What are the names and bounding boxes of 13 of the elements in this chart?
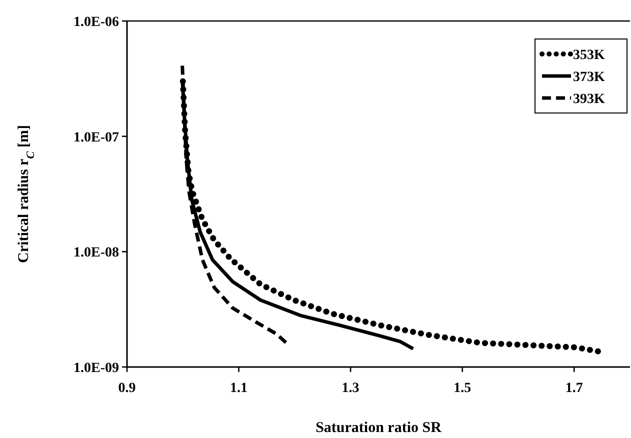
y-tick-label: 1.0E-09	[74, 361, 119, 376]
y-tick-label: 1.0E-06	[74, 15, 119, 30]
y-tick-label: 1.0E-08	[74, 246, 119, 261]
x-tick-label: 1.7	[565, 381, 583, 396]
x-tick-label: 0.9	[118, 381, 136, 396]
x-tick-label: 1.3	[342, 381, 360, 396]
y-tick-label: 1.0E-07	[74, 130, 119, 146]
legend-label: 393K	[573, 92, 605, 107]
x-tick-label: 1.1	[230, 381, 248, 396]
x-tick-label: 1.5	[454, 381, 472, 396]
legend-label: 353K	[573, 48, 605, 63]
legend-label: 373K	[573, 70, 605, 85]
x-axis-title: Saturation ratio SR	[316, 420, 442, 436]
